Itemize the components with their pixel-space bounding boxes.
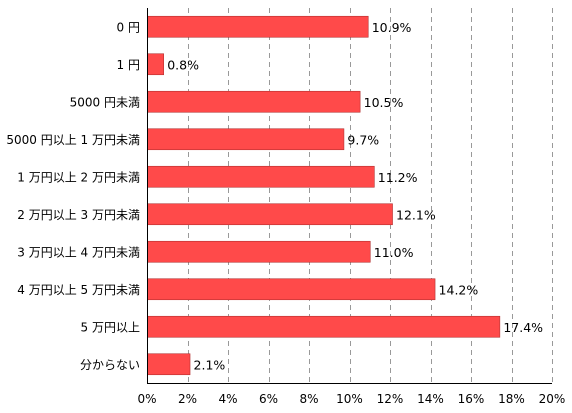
value-label: 11.0% [374,245,414,260]
value-label: 14.2% [439,282,479,297]
bar [147,353,191,376]
x-tick-label: 10% [336,392,363,406]
category-label: 3 万円以上 4 万円未満 [17,245,140,259]
x-tick-label: 8% [299,392,318,406]
bar [147,240,371,263]
category-label: 0 円 [117,20,140,34]
category-label: 1 万円以上 2 万円未満 [17,170,140,184]
bar [147,90,361,113]
category-label: 5 万円以上 [81,320,140,334]
bar [147,315,501,338]
value-label: 10.9% [372,20,412,35]
value-label: 10.5% [364,95,404,110]
value-label: 2.1% [194,357,226,372]
category-label: 5000 円以上 1 万円未満 [6,133,140,147]
category-label: 1 円 [117,58,140,72]
value-label: 11.2% [378,170,418,185]
x-tick-label: 12% [377,392,404,406]
axes [147,8,552,384]
bar [147,203,393,226]
bar [147,128,345,151]
x-tick-label: 0% [137,392,156,406]
x-tick-label: 20% [539,392,566,406]
x-tick-label: 6% [259,392,278,406]
x-tick-label: 16% [458,392,485,406]
value-label: 17.4% [503,320,543,335]
category-label: 5000 円未満 [70,95,140,109]
x-tick-label: 18% [498,392,525,406]
category-label: 2 万円以上 3 万円未満 [17,208,140,222]
bar [147,15,369,38]
x-tick-label: 4% [218,392,237,406]
value-label: 9.7% [347,132,379,147]
category-label: 4 万円以上 5 万円未満 [17,283,140,297]
value-label: 0.8% [167,57,199,72]
category-label: 分からない [80,358,140,372]
bars [147,15,501,376]
x-tick-label: 2% [178,392,197,406]
value-label: 12.1% [396,207,436,222]
bar [147,165,375,188]
bar [147,278,436,301]
x-tick-label: 14% [417,392,444,406]
bar [147,53,165,76]
labels: 0% 2% 4% 6% 8% 10% 12% 14% 16% 18% 20% 0 円 10.9% 1 円 0… [6,20,565,406]
